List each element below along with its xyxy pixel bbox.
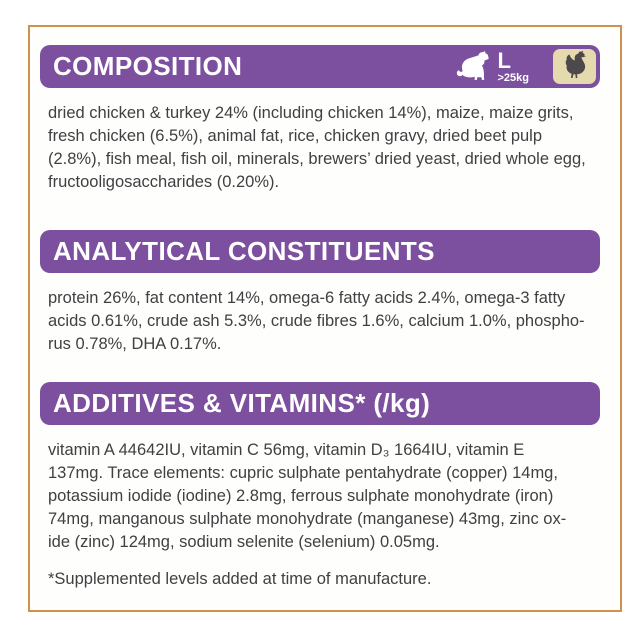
size-badge: L >25kg [497,47,530,84]
dog-icon [454,51,491,82]
chicken-flavour-badge [551,47,598,86]
label-panel: COMPOSITION L >25kg dried chicken & turk… [28,25,622,612]
size-label: L [497,47,511,73]
section-header-analytical: ANALYTICAL CONSTITUENTS [40,230,600,273]
section-header-composition: COMPOSITION L >25kg [40,45,600,88]
header-badges: L >25kg [454,47,588,84]
chicken-icon [562,50,587,83]
section-title-analytical: ANALYTICAL CONSTITUENTS [53,236,435,266]
size-sublabel: >25kg [497,71,530,84]
section-header-additives: ADDITIVES & VITAMINS* (/kg) [40,382,600,425]
composition-text: dried chicken & turkey 24% (including ch… [48,104,586,191]
footnote-text: *Supplemented levels added at time of ma… [48,570,432,588]
section-title-additives: ADDITIVES & VITAMINS* (/kg) [53,388,431,418]
analytical-text: protein 26%, fat content 14%, omega-6 fa… [48,289,585,353]
section-title-composition: COMPOSITION [53,51,243,81]
additives-text: vitamin A 44642IU, vitamin C 56mg, vitam… [48,441,567,551]
